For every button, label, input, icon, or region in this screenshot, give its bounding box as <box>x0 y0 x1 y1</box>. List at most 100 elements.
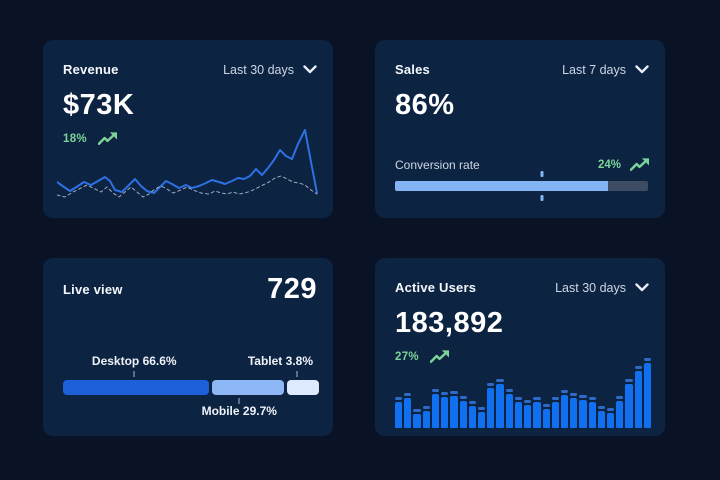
bar-cap <box>496 379 504 382</box>
sales-title: Sales <box>395 62 430 77</box>
bar-3 <box>413 409 421 428</box>
bar-cap <box>524 400 532 403</box>
bar-body <box>404 398 412 428</box>
active-users-period-label: Last 30 days <box>555 280 626 295</box>
active-users-period-selector[interactable]: Last 30 days <box>555 281 649 295</box>
revenue-period-label: Last 30 days <box>223 62 294 77</box>
progress-marker-top <box>540 171 544 177</box>
bar-cap <box>431 389 440 392</box>
bar-cap <box>607 408 615 411</box>
bar-body <box>597 411 606 428</box>
trend-up-icon <box>429 350 449 364</box>
bar-20 <box>570 393 578 428</box>
bar-cap <box>625 379 633 382</box>
sales-period-selector[interactable]: Last 7 days <box>562 63 649 77</box>
bar-cap <box>441 392 449 395</box>
bar-body <box>413 414 421 428</box>
bar-cap <box>459 396 467 399</box>
active-users-delta-row: 27% <box>375 350 665 364</box>
bar-body <box>514 402 523 428</box>
bar-24 <box>607 408 615 428</box>
bar-cap <box>634 366 642 369</box>
bar-9 <box>468 401 476 428</box>
active-users-card-header: Active Users Last 30 days <box>375 258 665 295</box>
bar-23 <box>597 406 606 428</box>
revenue-card-header: Revenue Last 30 days <box>43 40 333 77</box>
sales-value: 86% <box>395 89 455 121</box>
bar-25 <box>616 396 624 428</box>
bar-26 <box>625 379 633 428</box>
bar-cap <box>450 391 458 394</box>
bar-27 <box>634 366 642 428</box>
bar-body <box>459 401 467 428</box>
bar-body <box>625 384 633 428</box>
bar-body <box>422 411 430 428</box>
bar-cap <box>422 406 430 409</box>
live-view-card-header: Live view 729 <box>43 258 333 304</box>
segment-tick-mobile <box>238 398 241 404</box>
bar-body <box>643 363 652 428</box>
conversion-rate-label: Conversion rate <box>395 158 480 172</box>
bar-body <box>524 405 532 428</box>
bar-body <box>477 412 486 428</box>
bar-body <box>450 396 458 428</box>
segment-label-desktop: Desktop 66.6% <box>91 354 177 368</box>
device-bar <box>63 380 319 395</box>
bar-12 <box>496 379 504 428</box>
bar-body <box>505 394 513 428</box>
bar-body <box>496 384 504 428</box>
bar-body <box>634 371 642 428</box>
sales-card-header: Sales Last 7 days <box>375 40 665 77</box>
active-users-bar-chart <box>395 356 652 428</box>
trend-up-icon <box>97 132 117 146</box>
bar-body <box>607 413 615 428</box>
active-users-title: Active Users <box>395 280 477 295</box>
revenue-card: Revenue Last 30 days $73K 18% <box>43 40 333 218</box>
segment-label-tablet: Tablet 3.8% <box>247 354 313 368</box>
bar-2 <box>404 393 412 428</box>
bar-cap <box>514 397 523 400</box>
bar-cap <box>616 396 624 399</box>
live-view-value: 729 <box>267 273 317 305</box>
bar-body <box>588 402 596 428</box>
bar-body <box>431 394 440 428</box>
device-breakdown-chart: Desktop 66.6% Mobile 29.7% Tablet 3.8% <box>63 354 319 420</box>
bar-cap <box>542 404 550 407</box>
chevron-down-icon <box>635 283 649 292</box>
bar-cap <box>477 407 486 410</box>
sales-period-label: Last 7 days <box>562 62 626 77</box>
bar-18 <box>551 397 559 428</box>
progress-marker-bottom <box>540 195 544 201</box>
segment-tablet <box>287 380 319 395</box>
segment-desktop <box>63 380 209 395</box>
revenue-value: $73K <box>63 89 135 121</box>
bar-17 <box>542 404 550 428</box>
revenue-period-selector[interactable]: Last 30 days <box>223 63 317 77</box>
bar-4 <box>422 406 430 428</box>
bar-cap <box>487 383 495 386</box>
bar-cap <box>597 406 606 409</box>
bar-body <box>579 400 587 428</box>
bar-cap <box>579 395 587 398</box>
bar-cap <box>395 397 403 400</box>
bar-28 <box>643 358 652 428</box>
live-view-title: Live view <box>63 281 123 297</box>
line-series-current <box>57 129 318 194</box>
segment-label-mobile: Mobile 29.7% <box>201 404 277 418</box>
trend-up-icon <box>630 158 649 172</box>
segment-tick-tablet <box>295 371 298 377</box>
bar-cap <box>413 409 421 412</box>
bar-21 <box>579 395 587 428</box>
bar-body <box>441 397 449 428</box>
bar-19 <box>560 390 569 428</box>
chevron-down-icon <box>635 65 649 74</box>
sales-card: Sales Last 7 days 86% Conversion rate 24… <box>375 40 665 218</box>
bar-cap <box>468 401 476 404</box>
bar-body <box>560 395 569 428</box>
bar-body <box>487 388 495 428</box>
active-users-value: 183,892 <box>395 307 504 339</box>
chevron-down-icon <box>303 65 317 74</box>
bar-cap <box>505 389 513 392</box>
bar-cap <box>551 397 559 400</box>
revenue-delta-row: 18% <box>43 132 333 146</box>
